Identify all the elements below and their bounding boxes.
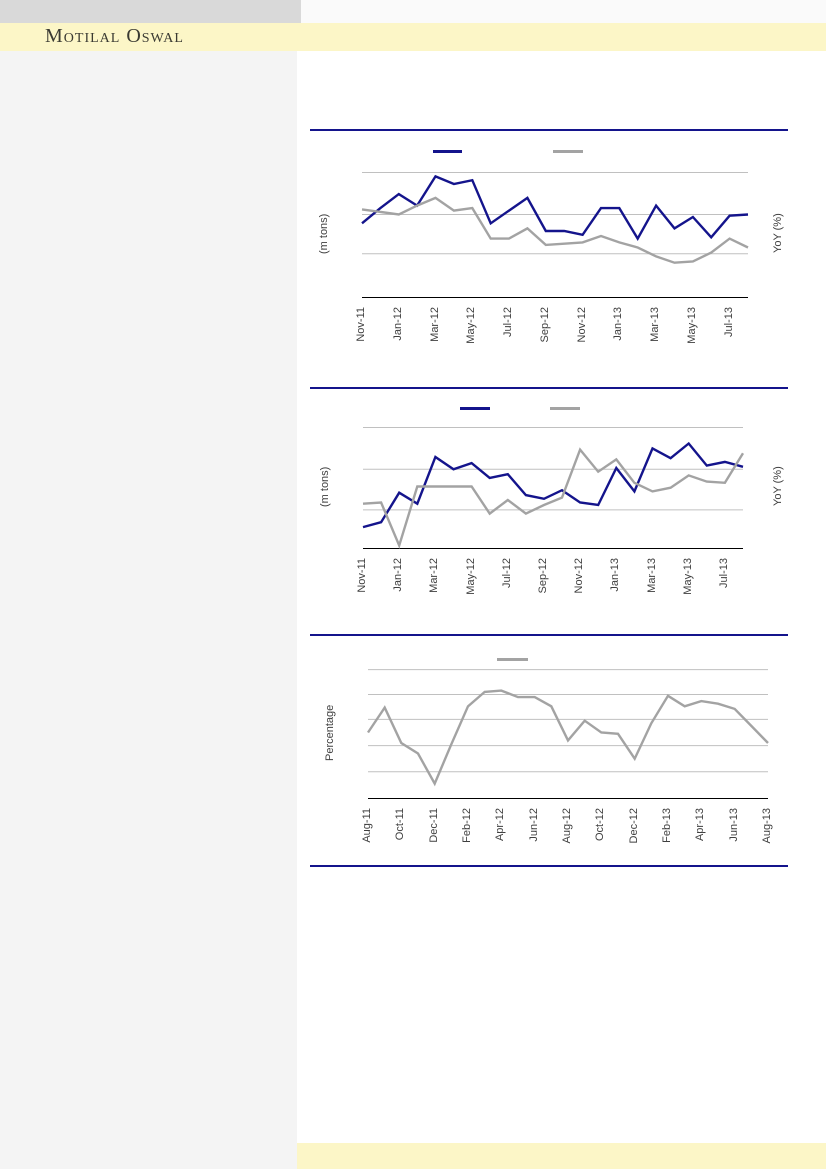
x-tick-label: Mar-13 [645, 558, 658, 593]
x-tick-label: Mar-13 [649, 307, 662, 342]
legend-swatch-navy [460, 407, 490, 410]
x-tick-label: Jul-13 [722, 307, 735, 337]
x-tick-label: Aug-13 [761, 808, 773, 844]
x-tick-label: Aug-12 [561, 808, 573, 844]
y-axis-label-left: (m tons) [318, 213, 330, 254]
y-axis-label-left: Percentage [324, 704, 336, 761]
chart-block-2: (m tons) Nov-11 Jan-12 Mar-12 May-12 Jul-12 S… [310, 387, 788, 634]
x-tick-label: Oct-11 [394, 808, 407, 841]
x-tick-label: Nov-12 [573, 558, 586, 594]
x-tick-label: Jan-12 [392, 558, 405, 592]
x-tick-label: Nov-12 [575, 307, 588, 343]
top-gray-bar [0, 0, 301, 23]
x-tick-label: Jan-13 [612, 307, 625, 341]
x-tick-label: May-12 [464, 558, 477, 595]
x-tick-label: Aug-11 [361, 808, 373, 843]
section-divider [310, 129, 788, 131]
x-axis-labels: Aug-11 Oct-11 Dec-11 Feb-12 Apr-12 Jun-12 Aug-… [361, 804, 773, 856]
legend-swatch-gray [553, 150, 583, 153]
section-divider [310, 387, 788, 389]
top-light-strip [301, 0, 826, 23]
x-axis-labels: Nov-11 Jan-12 Mar-12 May-12 Jul-12 Sep-12 Nov-… [355, 303, 748, 355]
y-axis-label-right: YoY (%) [772, 213, 784, 254]
x-tick-label: Nov-11 [356, 558, 368, 593]
x-tick-label: Mar-12 [428, 307, 441, 342]
x-tick-label: Dec-12 [627, 808, 640, 844]
left-sidebar [0, 51, 297, 1169]
legend-swatch-gray [550, 407, 580, 410]
x-tick-label: Feb-12 [461, 808, 473, 843]
x-tick-label: Jul-12 [500, 558, 513, 588]
x-tick-label: Apr-12 [494, 808, 507, 842]
x-tick-label: Sep-12 [537, 558, 549, 594]
footer-band [297, 1143, 826, 1169]
x-tick-label: Jan-13 [609, 558, 622, 592]
x-tick-label: Jun-12 [527, 808, 540, 842]
x-tick-label: May-12 [465, 307, 478, 344]
section-divider [310, 634, 788, 636]
x-tick-label: Jan-12 [391, 307, 404, 341]
legend-swatch-navy [433, 150, 462, 153]
line-chart-1 [361, 170, 749, 298]
x-axis-labels: Nov-11 Jan-12 Mar-12 May-12 Jul-12 Sep-12 Nov-… [356, 554, 743, 606]
x-tick-label: Sep-12 [538, 307, 551, 343]
x-tick-label: Mar-12 [428, 558, 441, 593]
x-tick-label: Jul-12 [502, 307, 514, 337]
brand-logo-text: Motilal Oswal [45, 25, 184, 47]
x-tick-label: May-13 [681, 558, 694, 595]
line-chart-3 [367, 667, 769, 799]
y-axis-label-left: (m tons) [319, 466, 331, 507]
x-tick-label: Feb-13 [661, 808, 673, 843]
x-tick-label: Jun-13 [727, 808, 740, 842]
x-tick-label: Nov-11 [355, 307, 367, 342]
y-axis-label-right: YoY (%) [772, 466, 784, 507]
line-chart-2 [362, 425, 745, 550]
x-tick-label: Apr-13 [694, 808, 707, 842]
x-tick-label: May-13 [685, 307, 698, 344]
bottom-divider [310, 865, 788, 867]
x-tick-label: Jul-13 [717, 558, 730, 588]
x-tick-label: Oct-12 [594, 808, 607, 842]
chart-block-1: (m tons) Nov-11 Jan-12 Mar-12 May-12 Jul-12 S… [310, 129, 788, 387]
chart-block-3: Percentage Aug-11 Oct-11 Dec-11 Feb-12 Apr-1… [310, 634, 788, 866]
legend-swatch-gray [497, 658, 528, 661]
brand-band: Motilal Oswal [0, 23, 826, 51]
x-tick-label: Dec-11 [427, 808, 440, 843]
